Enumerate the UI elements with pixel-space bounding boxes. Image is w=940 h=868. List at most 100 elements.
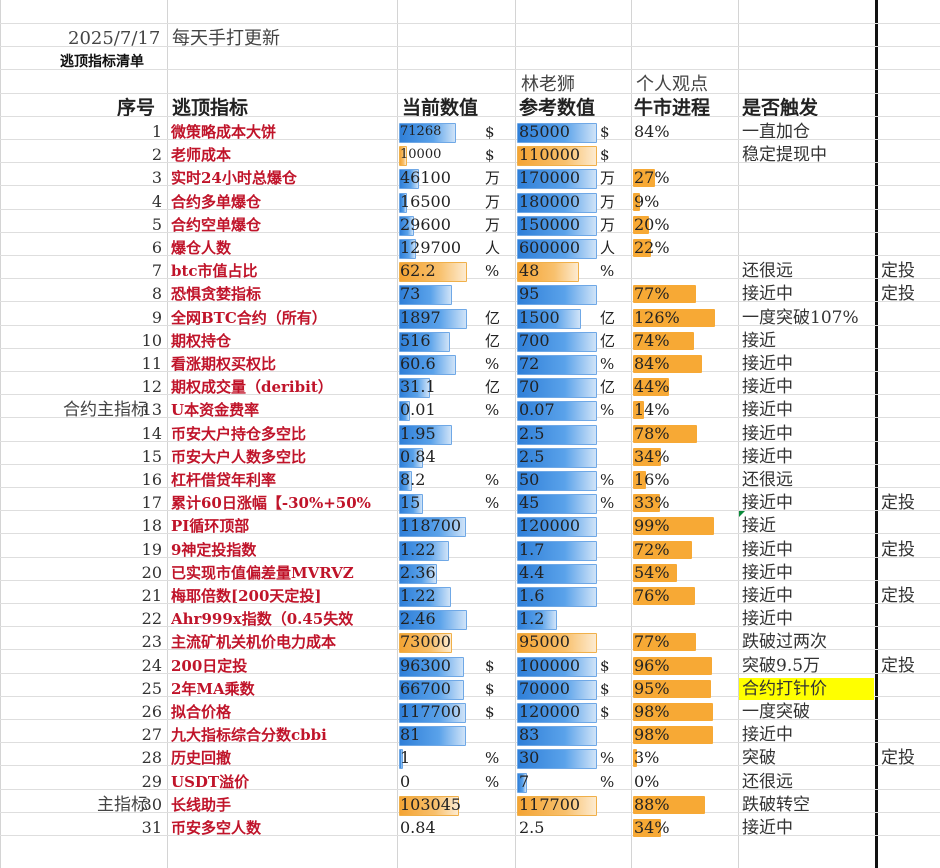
current-value-bar — [399, 123, 456, 143]
indicator-name[interactable]: 杠杆借贷年利率 — [171, 471, 277, 489]
trigger-status: 接近中 — [742, 562, 793, 583]
table-row[interactable]: 19 9神定投指数 1.22 1.7 72% 接近中 定投 — [0, 539, 940, 561]
progress-value: 33% — [634, 493, 670, 513]
table-row[interactable]: 26 拟合价格 117700 $120000 $98% 一度突破 — [0, 701, 940, 723]
ref-unit: 亿 — [600, 308, 616, 327]
table-row[interactable]: 25 2年MA乘数 66700 $70000 $95% 合约打针价 — [0, 677, 940, 700]
row-gridline — [0, 162, 940, 164]
row-seq: 24 — [141, 655, 162, 675]
indicator-name[interactable]: 梅耶倍数[200天定投] — [171, 587, 322, 605]
ref-value: 700 — [519, 330, 550, 350]
indicator-name[interactable]: PI循环顶部 — [171, 517, 250, 536]
indicator-name[interactable]: Ahr999x指数（0.45失效 — [171, 610, 354, 629]
table-row[interactable]: 28 历史回撤 1% 30% 3% 突破 定投 — [0, 747, 940, 770]
indicator-name[interactable]: 期权持仓 — [171, 331, 232, 350]
row-seq: 30 — [141, 794, 162, 814]
row-gridline — [0, 46, 940, 48]
indicator-name[interactable]: 拟合价格 — [171, 703, 232, 721]
table-row[interactable]: 31 币安多空人数 0.84 2.5 34% 接近中 — [0, 817, 940, 839]
indicator-name[interactable]: 主流矿机关机价电力成本 — [171, 633, 337, 652]
table-row[interactable]: 9 全网BTC合约（所有） 1897 亿 1500 亿 126% 一度突破107% — [0, 307, 940, 329]
table-row[interactable]: 4 合约多单爆仓 16500 万 180000 万 9% — [0, 191, 940, 213]
indicator-name[interactable]: 爆仓人数 — [171, 239, 232, 257]
current-value-bar — [399, 169, 419, 190]
extra-note: 定投 — [881, 261, 915, 282]
indicator-name[interactable]: 历史回撤 — [171, 749, 232, 768]
progress-bar — [633, 447, 661, 466]
row-gridline — [0, 672, 940, 674]
indicator-name[interactable]: 合约多单爆仓 — [171, 192, 262, 211]
table-row[interactable]: 12 期权成交量（deribit） 31.1 亿 70 亿 44% 接近中 — [0, 376, 940, 399]
ref-value-bar — [517, 540, 597, 561]
current-value: 1897 — [400, 307, 441, 327]
row-gridline — [0, 603, 940, 604]
current-value: 31.1 — [400, 377, 436, 397]
ref-value: 95 — [519, 284, 540, 304]
indicator-name[interactable]: 长线助手 — [171, 795, 232, 814]
indicator-name[interactable]: btc市值占比 — [171, 262, 258, 281]
indicator-name[interactable]: 已实现市值偏差量MVRVZ — [171, 563, 354, 582]
progress-value: 22% — [634, 238, 670, 257]
indicator-name[interactable]: 9神定投指数 — [171, 540, 257, 559]
table-row[interactable]: 11 看涨期权买权比 60.6% 72% 84% 接近中 — [0, 353, 940, 375]
table-row[interactable]: 16 杠杆借贷年利率 8.2% 50% 16% 还很远 — [0, 469, 940, 491]
indicator-name[interactable]: 合约空单爆仓 — [171, 215, 262, 234]
ref-unit: 亿 — [600, 331, 616, 350]
table-row[interactable]: 8 恐惧贪婪指标 73 95 77% 接近中 定投 — [0, 283, 940, 306]
table-row[interactable]: 27 九大指标综合分数cbbi 81 83 98% 接近中 — [0, 724, 940, 747]
table-row[interactable]: 7 btc市值占比 62.2% 48% 还很远 定投 — [0, 260, 940, 283]
current-value: 516 — [400, 330, 431, 350]
trigger-status: 突破9.5万 — [742, 655, 821, 676]
table-row[interactable]: 21 梅耶倍数[200天定投] 1.22 1.6 76% 接近中 定投 — [0, 585, 940, 607]
table-row[interactable]: 23 主流矿机关机价电力成本 73000 95000 77% 跌破过两次 — [0, 631, 940, 654]
indicator-name[interactable]: 2年MA乘数 — [171, 679, 255, 698]
indicator-name[interactable]: 九大指标综合分数cbbi — [171, 726, 327, 745]
table-row[interactable]: 15 币安大户人数多空比 0.84 2.5 34% 接近中 — [0, 446, 940, 468]
indicator-name[interactable]: USDT溢价 — [171, 772, 250, 791]
indicator-name[interactable]: 期权成交量（deribit） — [171, 378, 333, 397]
indicator-name[interactable]: 老师成本 — [171, 146, 232, 165]
indicator-name[interactable]: 实时24小时总爆仓 — [171, 169, 297, 188]
table-row[interactable]: 合约主指标 13 U本资金费率 0.01% 0.07% 14% 接近中 — [0, 399, 940, 422]
indicator-name[interactable]: 币安大户持仓多空比 — [171, 424, 307, 443]
ref-value-bar — [517, 517, 597, 538]
table-row[interactable]: 17 累计60日涨幅【-30%+50% 15% 45% 33% 接近中 定投 — [0, 492, 940, 515]
current-value-bar — [399, 285, 452, 306]
table-row[interactable]: 6 爆仓人数 129700 人 600000 人 22% — [0, 237, 940, 259]
current-value-bar — [399, 703, 466, 723]
indicator-name[interactable]: 币安大户人数多空比 — [171, 447, 307, 466]
table-row[interactable]: 5 合约空单爆仓 29600 万 150000 万 20% — [0, 214, 940, 236]
table-row[interactable]: 主指标 30 长线助手 103045 117700 88% 跌破转空 — [0, 794, 940, 816]
table-row[interactable]: 10 期权持仓 516 亿 700 亿 74% 接近 — [0, 330, 940, 352]
trigger-status: 稳定提现中 — [742, 145, 827, 166]
indicator-name[interactable]: U本资金费率 — [171, 401, 260, 420]
table-row[interactable]: 22 Ahr999x指数（0.45失效 2.46 1.2 接近中 — [0, 608, 940, 631]
indicator-name[interactable]: 200日定投 — [171, 656, 248, 675]
indicator-name[interactable]: 恐惧贪婪指标 — [171, 285, 262, 304]
table-row[interactable]: 29 USDT溢价 0% 7% 0% 还很远 — [0, 771, 940, 793]
progress-value: 34% — [634, 818, 670, 837]
indicator-name[interactable]: 累计60日涨幅【-30%+50% — [171, 494, 371, 513]
indicator-name[interactable]: 看涨期权买权比 — [171, 355, 277, 373]
indicator-name[interactable]: 币安多空人数 — [171, 819, 262, 837]
progress-bar — [633, 494, 660, 513]
table-row[interactable]: 1 微策略成本大饼 71268 $85000 $84% 一直加仓 — [0, 121, 940, 143]
table-row[interactable]: 3 实时24小时总爆仓 46100 万 170000 万 27% — [0, 167, 940, 190]
table-row[interactable]: 2 老师成本 10000 $110000 $ 稳定提现中 — [0, 144, 940, 167]
indicator-name[interactable]: 微策略成本大饼 — [171, 123, 277, 141]
row-gridline — [0, 463, 940, 465]
ref-unit: 万 — [600, 192, 616, 211]
ref-value-bar — [517, 703, 597, 723]
progress-value: 34% — [634, 446, 670, 466]
indicator-name[interactable]: 全网BTC合约（所有） — [171, 308, 327, 327]
current-value: 46100 — [400, 168, 451, 188]
row-gridline — [0, 811, 940, 813]
table-row[interactable]: 18 PI循环顶部 118700 120000 99% 接近 — [0, 511, 940, 538]
trigger-status: 一度突破 — [742, 702, 810, 722]
row-gridline — [0, 231, 940, 233]
table-row[interactable]: 14 币安大户持仓多空比 1.95 2.5 78% 接近中 — [0, 423, 940, 445]
table-row[interactable]: 20 已实现市值偏差量MVRVZ 2.36 4.4 54% 接近中 — [0, 562, 940, 584]
ref-value: 110000 — [519, 145, 581, 165]
update-note: 每天手打更新 — [172, 28, 280, 49]
table-row[interactable]: 24 200日定投 96300 $100000 $96% 突破9.5万 定投 — [0, 655, 940, 677]
